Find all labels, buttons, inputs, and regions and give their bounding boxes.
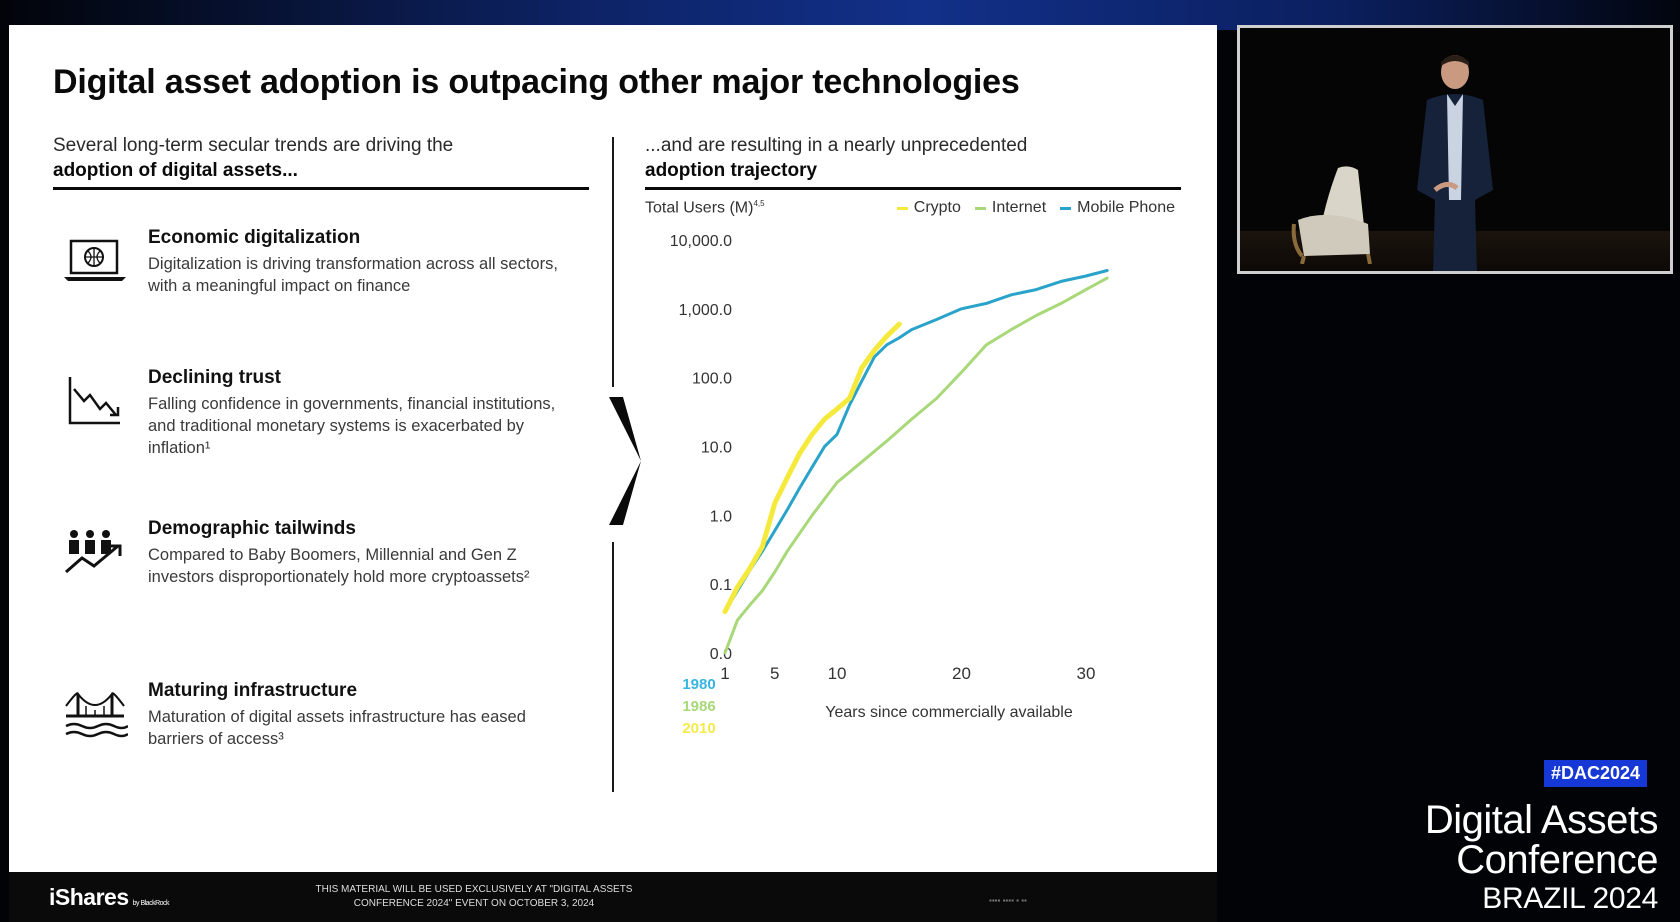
- left-heading-rule: [53, 187, 589, 190]
- chart-ylabel: Total Users (M): [645, 199, 754, 217]
- column-divider-bottom: [612, 542, 614, 792]
- event-title-line2: Conference: [1456, 838, 1658, 882]
- trend-item-declining-trust: Declining trust Falling confidence in go…: [62, 367, 582, 477]
- people-growth-icon: [65, 530, 122, 574]
- legend-swatch: [896, 206, 908, 210]
- bridge-icon: [65, 692, 128, 738]
- y-tick-label: 0.1: [710, 577, 732, 594]
- event-logo-title: Digital Assets Conference: [1424, 798, 1659, 882]
- trend-body: Falling confidence in governments, finan…: [148, 395, 556, 457]
- right-heading-rule: [645, 187, 1181, 190]
- y-tick-label: 100.0: [692, 371, 732, 388]
- x-tick-label: 5: [770, 664, 779, 683]
- x-tick-label: 20: [952, 664, 971, 683]
- speaker-video[interactable]: [1237, 25, 1673, 274]
- x-axis-label: Years since commercially available: [825, 704, 1073, 721]
- legend-item-crypto: Crypto: [896, 199, 961, 217]
- right-heading-bold: adoption trajectory: [645, 160, 818, 181]
- chevron-right-icon: [609, 397, 641, 525]
- x-tick-label: 10: [828, 664, 847, 683]
- right-heading-text: ...and are resulting in a nearly unprece…: [645, 135, 1028, 156]
- trend-body: Digitalization is driving transformation…: [148, 255, 558, 295]
- legend-swatch: [974, 206, 986, 210]
- chair-icon: [1291, 166, 1372, 264]
- speaker-figure: [1417, 55, 1493, 271]
- ishares-logo: iShares by BlackRock: [49, 884, 170, 911]
- trend-title: Maturing infrastructure: [148, 680, 358, 701]
- slide-title: Digital asset adoption is outpacing othe…: [53, 63, 1020, 101]
- brand-name: iShares: [49, 884, 129, 910]
- trend-item-demographic-tailwinds: Demographic tailwinds Compared to Baby B…: [62, 518, 582, 628]
- slide-footer: iShares by BlackRock THIS MATERIAL WILL B…: [9, 872, 1217, 922]
- chart-header: Total Users (M)4,5 Crypto Internet Mobil…: [645, 199, 1175, 217]
- footer-disclaimer: THIS MATERIAL WILL BE USED EXCLUSIVELY A…: [315, 884, 633, 909]
- series-line-mobile-phone: [723, 269, 1109, 614]
- trend-title: Economic digitalization: [148, 227, 361, 248]
- trend-title: Demographic tailwinds: [148, 518, 356, 539]
- presentation-slide: Digital asset adoption is outpacing othe…: [9, 25, 1217, 922]
- legend-label: Internet: [991, 199, 1047, 216]
- legend-label: Mobile Phone: [1077, 199, 1175, 216]
- y-tick-label: 10.0: [701, 440, 732, 457]
- series-line-internet: [723, 276, 1109, 655]
- event-hashtag: #DAC2024: [1544, 760, 1648, 787]
- chart-ylabel-footnote: 4,5: [753, 199, 765, 208]
- event-subtitle: BRAZIL 2024: [1482, 882, 1658, 915]
- column-divider-top: [612, 137, 614, 387]
- legend-item-internet: Internet: [974, 199, 1047, 217]
- footer-page-note: ▪▪▪▪ ▪▪▪▪ ▪ ▪▪: [989, 896, 1027, 905]
- trend-item-maturing-infrastructure: Maturing infrastructure Maturation of di…: [62, 680, 582, 760]
- brand-sub: by BlackRock: [132, 900, 170, 907]
- trend-item-economic-digitalization: Economic digitalization Digitalization i…: [62, 227, 582, 317]
- right-heading: ...and are resulting in a nearly unprece…: [645, 133, 1027, 183]
- start-year-label: 1980: [682, 676, 715, 693]
- declining-chart-icon: [68, 377, 120, 425]
- series-line-crypto: [722, 321, 902, 615]
- y-tick-label: 10,000.0: [670, 233, 732, 250]
- laptop-globe-icon: [64, 239, 126, 281]
- event-title-line1: Digital Assets: [1424, 798, 1659, 842]
- chart-legend: Crypto Internet Mobile Phone: [896, 199, 1175, 217]
- trend-body: Compared to Baby Boomers, Millennial and…: [148, 546, 530, 586]
- start-year-label: 1986: [682, 698, 715, 715]
- y-tick-label: 1.0: [710, 508, 732, 525]
- adoption-chart: 10,000.0 1,000.0 100.0 10.0 1.0 0.1 0.01 5 10 20 3…: [670, 233, 1109, 737]
- trend-title: Declining trust: [148, 367, 282, 388]
- trend-body: Maturation of digital assets infrastruct…: [148, 708, 526, 748]
- legend-item-mobile-phone: Mobile Phone: [1060, 199, 1175, 217]
- left-heading-text: Several long-term secular trends are dri…: [53, 135, 454, 156]
- legend-label: Crypto: [913, 199, 961, 216]
- x-tick-label: 1: [720, 664, 729, 683]
- left-heading-bold: adoption of digital assets...: [53, 160, 298, 181]
- y-tick-label: 1,000.0: [679, 302, 732, 319]
- y-tick-label: 0.0: [710, 646, 732, 663]
- start-year-label: 2010: [682, 720, 715, 737]
- legend-swatch: [1060, 206, 1072, 210]
- x-tick-label: 30: [1077, 664, 1096, 683]
- left-heading: Several long-term secular trends are dri…: [53, 133, 453, 183]
